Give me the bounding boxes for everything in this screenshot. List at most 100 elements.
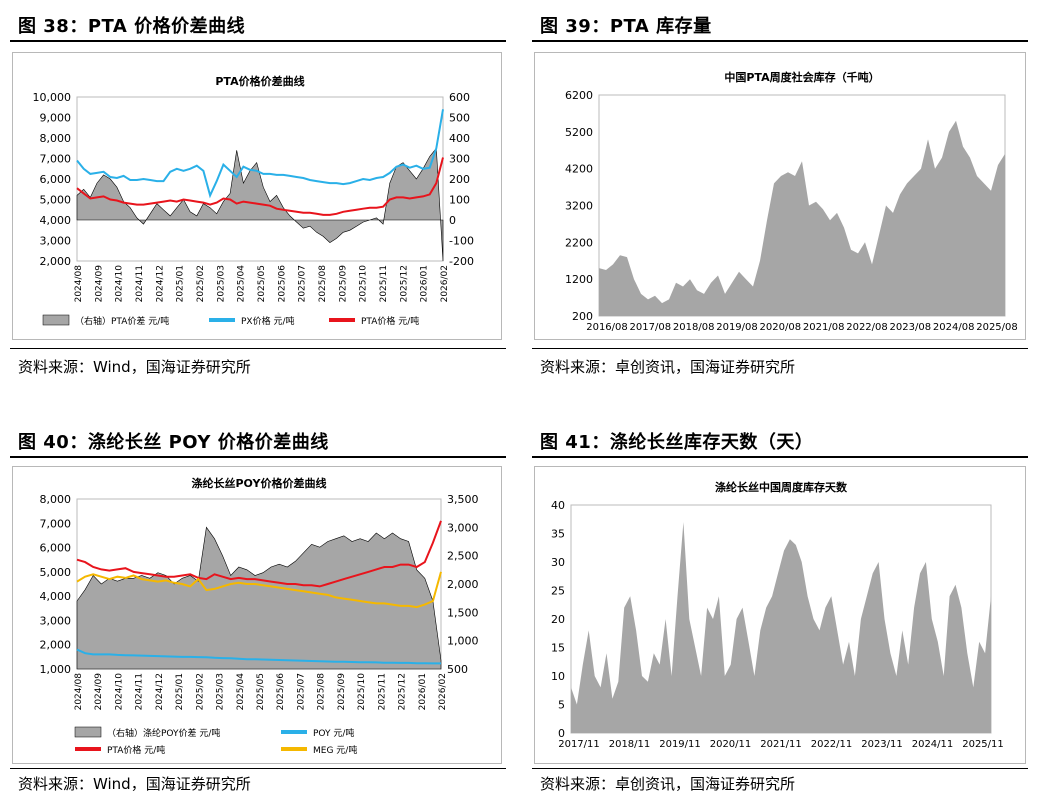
fig40-x-tick-label: 2024/11 [135, 673, 145, 710]
fig38-left-tick-label: 8,000 [40, 132, 72, 145]
fig38-x-tick-label: 2024/12 [155, 265, 165, 302]
fig40-left-tick-label: 2,000 [40, 639, 72, 652]
fig40-title: 图 40：涤纶长丝 POY 价格价差曲线 [18, 432, 329, 453]
fig40-right-tick-label: 1,500 [447, 606, 479, 619]
fig38-x-tick-label: 2025/07 [298, 265, 308, 302]
fig40-x-tick-label: 2025/12 [398, 673, 408, 710]
fig39-y-tick-label: 1200 [565, 273, 593, 286]
fig40-series-0-area [76, 526, 442, 670]
fig38-x-tick-label: 2026/01 [420, 265, 430, 302]
fig38-legend-label: PX价格 元/吨 [241, 315, 295, 327]
fig38-source: 资料来源：Wind，国海证券研究所 [18, 358, 251, 376]
fig40-panel: 涤纶长丝POY价格价差曲线 8,000 7,000 6,000 5,000 4,000 3,… [12, 466, 502, 764]
fig38-series-2-line [76, 157, 444, 216]
fig40-source-rule [10, 768, 506, 769]
fig40-x-tick-label: 2026/02 [438, 673, 448, 710]
fig38-left-tick-label: 10,000 [33, 91, 72, 104]
fig40-source: 资料来源：Wind，国海证券研究所 [18, 775, 251, 793]
fig39-x-tick-label: 2022/08 [846, 322, 888, 333]
fig38-x-tick-label: 2025/09 [338, 265, 348, 303]
fig40-right-tick-label: 3,000 [447, 521, 479, 534]
fig38-left-tick-label: 5,000 [40, 194, 72, 207]
fig39-x-tick-label: 2018/08 [673, 322, 715, 333]
fig40-right-tick-label: 500 [447, 663, 468, 676]
fig40-x-tick-label: 2025/01 [175, 673, 185, 710]
fig40-right-tick-label: 3,500 [447, 493, 479, 506]
fig41-x-tick-label: 2017/11 [558, 739, 600, 750]
fig40-left-tick-label: 5,000 [40, 566, 72, 579]
fig38-x-tick-label: 2024/10 [115, 265, 125, 303]
fig40-x-tick-label: 2025/02 [195, 673, 205, 710]
fig39-source-rule [532, 348, 1028, 349]
fig40-right-tick-label: 2,500 [447, 550, 479, 563]
fig38-x-tick-label: 2026/02 [440, 265, 450, 302]
fig38-left-tick-label: 3,000 [40, 235, 72, 248]
fig38-chart: PTA价格价差曲线 10,000 9,000 8,000 7,000 6,000 5,000… [33, 74, 474, 327]
fig38-x-tick-label: 2025/12 [399, 265, 409, 302]
fig38-x-tick-label: 2025/11 [379, 265, 389, 302]
fig40-chart: 涤纶长丝POY价格价差曲线 8,000 7,000 6,000 5,000 4,000 3,… [40, 476, 479, 756]
fig39-y-tick-label: 4200 [565, 163, 593, 176]
fig40-x-tick-label: 2025/06 [276, 673, 286, 711]
fig41-y-tick-label: 5 [558, 699, 565, 712]
fig40-right-tick-label: 2,000 [447, 578, 479, 591]
fig39-x-tick-label: 2025/08 [976, 322, 1018, 333]
fig41-y-tick-label: 30 [551, 556, 565, 569]
fig38-x-tick-label: 2024/11 [135, 265, 145, 302]
fig39-chart-title: 中国PTA周度社会库存（千吨） [724, 70, 879, 84]
fig39-x-tick-label: 2019/08 [716, 322, 758, 333]
fig40-series-2-line [76, 648, 441, 665]
fig40-series-1-line [76, 520, 442, 588]
fig39-rule [532, 40, 1028, 42]
fig40-legend-swatch [281, 747, 307, 751]
fig38-x-tick-label: 2025/06 [277, 265, 287, 303]
fig38-right-tick-label: -200 [449, 255, 474, 268]
fig39-x-tick-label: 2020/08 [760, 322, 802, 333]
fig40-x-tick-label: 2025/11 [377, 673, 387, 710]
fig41-y-tick-label: 25 [551, 585, 565, 598]
fig40-left-tick-label: 8,000 [40, 493, 72, 506]
fig38-x-tick-label: 2025/08 [318, 265, 328, 303]
fig39-y-tick-label: 6200 [565, 89, 593, 102]
fig40-x-tick-label: 2024/09 [94, 673, 104, 711]
fig38-right-tick-label: 200 [449, 173, 470, 186]
fig41-title: 图 41：涤纶长丝库存天数（天） [540, 432, 814, 453]
fig40-right-tick-label: 1,000 [447, 635, 479, 648]
fig38-left-tick-label: 9,000 [40, 112, 72, 125]
fig41-x-tick-label: 2018/11 [609, 739, 651, 750]
fig41-chart-title: 涤纶长丝中国周度库存天数 [715, 480, 848, 494]
fig38-legend-swatch [329, 318, 355, 322]
fig41-panel: 涤纶长丝中国周度库存天数 40 35 30 25 20 15 10 5 0 2017/11 2018/… [534, 466, 1026, 764]
fig38-legend-swatch [209, 318, 235, 322]
fig41-source-rule [532, 768, 1028, 769]
fig38-x-tick-label: 2025/03 [216, 265, 226, 302]
fig41-y-tick-label: 10 [551, 670, 565, 683]
fig40-x-tick-label: 2024/08 [74, 673, 84, 711]
fig40-x-tick-label: 2025/05 [256, 673, 266, 710]
fig38-legend-label: PTA价格 元/吨 [361, 315, 419, 327]
fig39-y-tick-label: 2200 [565, 236, 593, 249]
fig39-series-area [599, 120, 1005, 316]
fig38-right-tick-label: 300 [449, 153, 470, 166]
fig40-legend-label: （右轴）涤纶POY价差 元/吨 [107, 727, 220, 739]
fig40-left-tick-label: 4,000 [40, 590, 72, 603]
fig40-x-tick-label: 2025/08 [317, 673, 327, 711]
fig39-x-tick-label: 2024/08 [933, 322, 975, 333]
fig38-title: 图 38：PTA 价格价差曲线 [18, 16, 246, 37]
fig38-panel: PTA价格价差曲线 10,000 9,000 8,000 7,000 6,000 5,000… [12, 52, 502, 340]
fig39-source: 资料来源：卓创资讯，国海证券研究所 [540, 358, 796, 376]
fig38-x-tick-label: 2025/01 [176, 265, 186, 302]
fig38-x-tick-label: 2025/05 [257, 265, 267, 302]
fig38-right-tick-label: 600 [449, 91, 470, 104]
fig38-right-tick-label: -100 [449, 235, 474, 248]
fig40-legend-label: MEG 元/吨 [313, 744, 357, 756]
fig38-x-tick-label: 2025/04 [237, 265, 247, 303]
fig39-y-tick-label: 200 [572, 310, 593, 323]
fig38-x-tick-label: 2025/02 [196, 265, 206, 302]
fig40-x-tick-label: 2024/12 [155, 673, 165, 710]
fig41-source: 资料来源：卓创资讯，国海证券研究所 [540, 775, 796, 793]
fig40-x-tick-label: 2024/10 [114, 673, 124, 711]
fig40-x-tick-label: 2025/03 [216, 673, 226, 710]
fig38-left-tick-label: 2,000 [40, 255, 72, 268]
